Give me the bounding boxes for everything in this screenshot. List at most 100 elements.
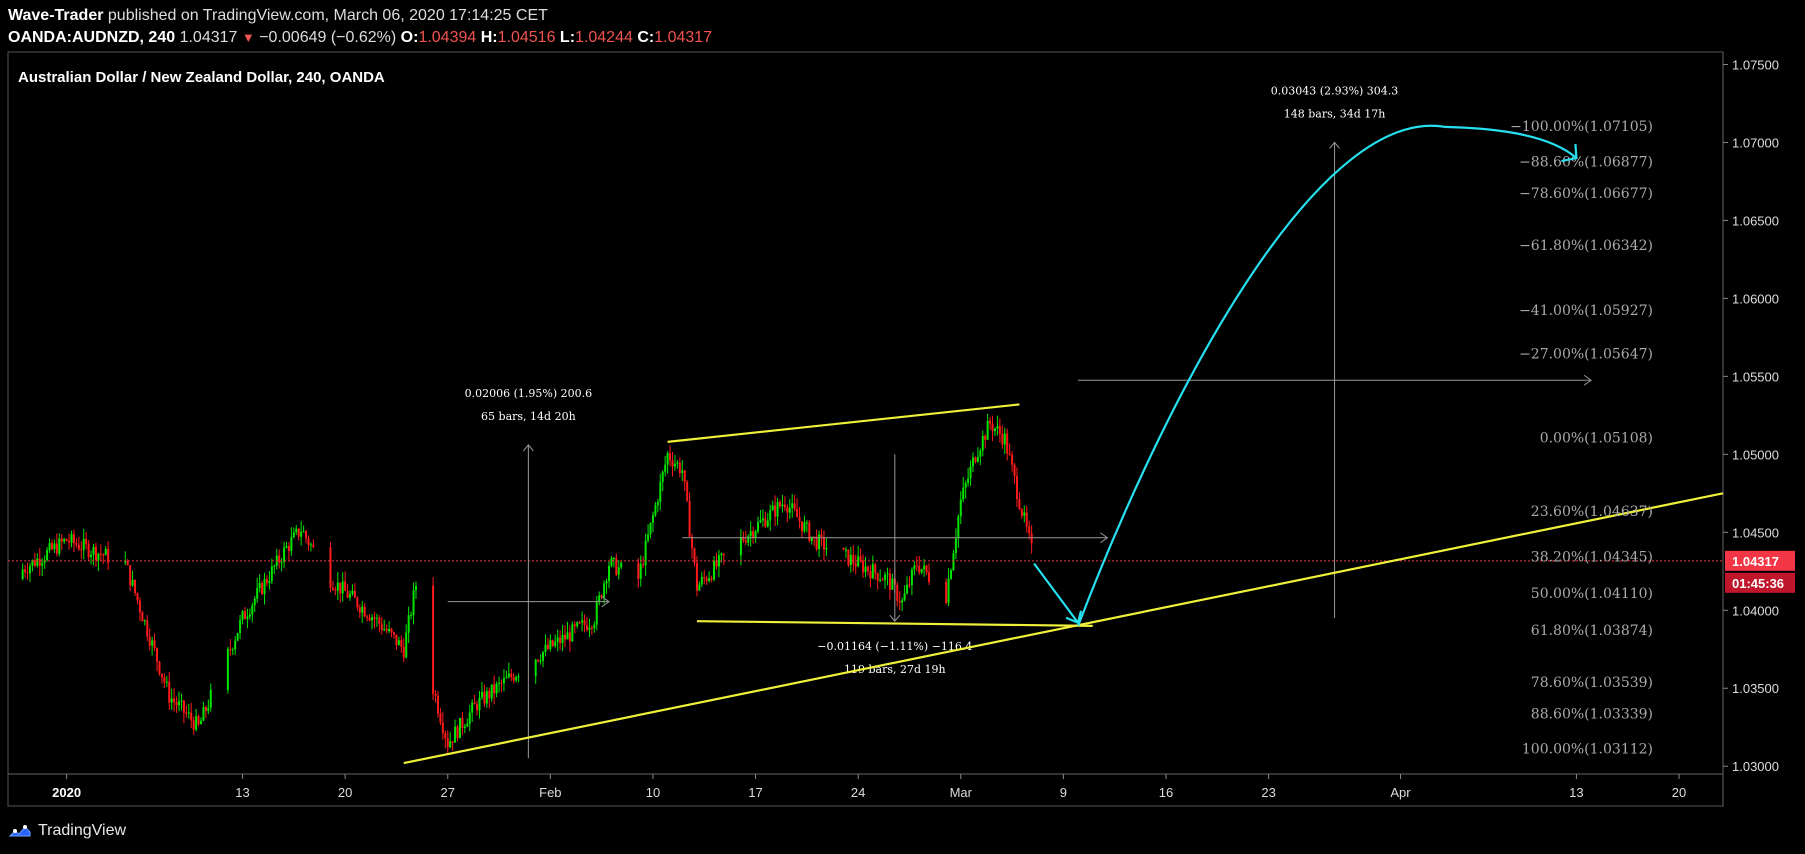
candle-body — [910, 569, 913, 585]
candle-body — [175, 701, 178, 706]
candle-body — [813, 536, 816, 538]
candle — [805, 519, 808, 533]
candle — [156, 647, 159, 672]
candle — [283, 541, 286, 568]
trendlines — [403, 403, 1724, 765]
candle — [148, 628, 151, 651]
candle-body — [502, 678, 505, 684]
candle-body — [546, 644, 549, 649]
time-axis[interactable]: 2020 13 20 27 Feb 10 17 24 Mar 9 16 23 Apr 13 20 — [52, 774, 1686, 800]
candle-body — [454, 726, 457, 743]
candle — [292, 527, 295, 539]
candle-body — [913, 565, 916, 570]
candle — [546, 637, 549, 651]
candle — [392, 631, 395, 639]
candle-body — [305, 531, 308, 539]
candle — [305, 529, 308, 544]
candle — [102, 553, 105, 564]
candle-body — [246, 616, 249, 619]
candle — [38, 548, 41, 577]
candle — [561, 624, 564, 652]
candle — [344, 571, 347, 592]
candle — [695, 556, 698, 597]
candle — [361, 600, 364, 623]
candle-body — [180, 700, 183, 702]
candle-body — [796, 508, 799, 518]
candle — [852, 545, 855, 572]
candle — [375, 613, 378, 627]
candle — [656, 498, 659, 513]
candle — [94, 542, 97, 567]
candle-body — [351, 590, 354, 595]
candle-body — [490, 684, 493, 699]
footer: TradingView — [8, 820, 126, 842]
candle-body — [815, 536, 818, 550]
candle — [1006, 428, 1009, 461]
candle — [70, 530, 73, 548]
last-price-tag-label: 1.04317 — [1732, 554, 1779, 569]
candle-body — [576, 622, 579, 627]
candle — [297, 528, 300, 541]
candle-body — [600, 595, 603, 598]
candle-body — [165, 681, 168, 683]
candle — [331, 580, 334, 591]
price-tick-label: 1.05000 — [1732, 447, 1779, 462]
candle — [651, 511, 654, 533]
candle — [383, 619, 386, 632]
candle-body — [65, 539, 68, 541]
candle — [24, 564, 27, 578]
candle — [539, 654, 542, 665]
price-axis[interactable]: 1.07500 1.07000 1.06500 1.06000 1.05500 1.050… — [1723, 57, 1779, 774]
candle — [170, 688, 173, 710]
candle — [681, 460, 684, 481]
measure-arrow-icon — [889, 614, 901, 622]
candle — [559, 630, 562, 650]
candle — [864, 556, 867, 578]
candle-body — [908, 584, 911, 586]
candle-body — [356, 597, 359, 608]
candle-body — [713, 560, 716, 580]
candle-body — [903, 593, 906, 601]
measure-arrow-icon — [522, 444, 534, 452]
candle-body — [195, 716, 198, 730]
countdown-tag: 01:45:36 — [1725, 572, 1795, 593]
candle-body — [77, 544, 80, 550]
candle — [192, 716, 195, 735]
candle — [402, 638, 405, 663]
candle-body — [26, 572, 29, 574]
candle-body — [984, 435, 987, 440]
candle-body — [598, 595, 601, 603]
candle — [476, 700, 479, 716]
candle-body — [331, 587, 334, 590]
candle — [458, 717, 461, 739]
candle — [300, 521, 303, 546]
candle-body — [964, 482, 967, 488]
candle-body — [158, 661, 161, 674]
fib-level-label: −27.00%(1.05647) — [1519, 346, 1653, 362]
tradingview-brand[interactable]: TradingView — [38, 822, 127, 839]
candle — [620, 560, 623, 570]
fib-level-label: 78.60%(1.03539) — [1531, 675, 1653, 691]
candle-body — [578, 622, 581, 624]
candle-body — [561, 634, 564, 644]
candle — [243, 606, 246, 620]
candle-body — [344, 581, 347, 591]
fib-level-label: 38.20%(1.04345) — [1531, 549, 1653, 565]
candle-body — [542, 651, 545, 661]
ohlc-bar: OANDA:AUDNZD, 240 1.04317 ▼ −0.00649 (−0… — [8, 29, 712, 47]
fib-level-label: 50.00%(1.04110) — [1531, 586, 1653, 602]
high-value: 1.04516 — [497, 29, 556, 46]
candle-body — [363, 606, 366, 617]
candle — [906, 576, 909, 595]
candle — [390, 627, 393, 638]
candle-body — [1001, 433, 1004, 445]
candle-body — [1015, 476, 1018, 500]
candle — [739, 529, 742, 566]
measurement: −0.01164 (−1.11%) −116.4 119 bars, 27d 19… — [682, 454, 1109, 676]
candle-body — [329, 547, 332, 588]
candle-body — [996, 426, 999, 429]
author-name[interactable]: Wave-Trader — [8, 7, 104, 24]
candle-body — [336, 582, 339, 591]
candle-body — [793, 503, 796, 509]
